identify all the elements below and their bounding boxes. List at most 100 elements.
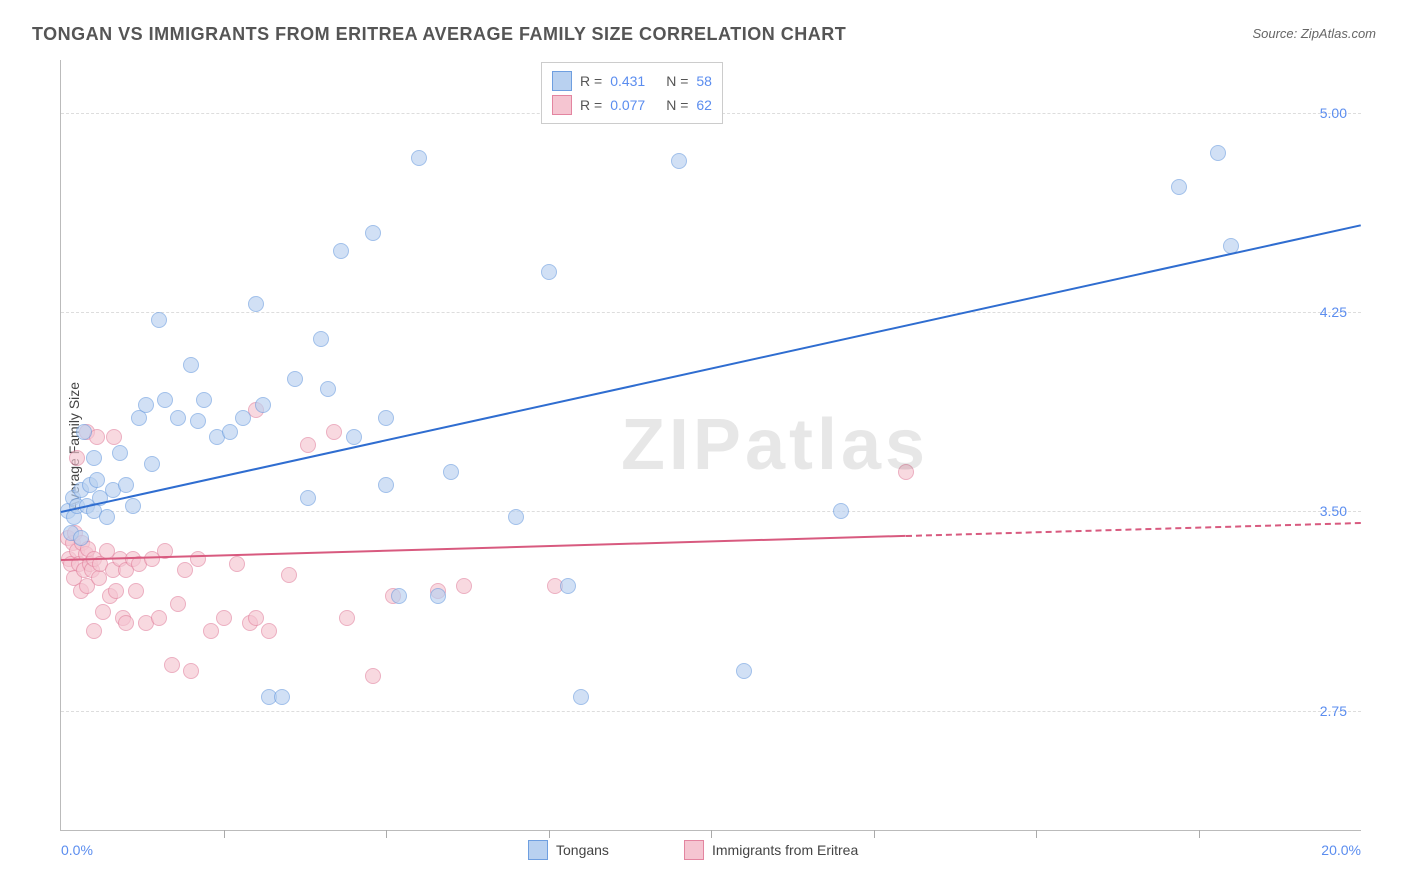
scatter-point [411,150,427,166]
r-value: 0.077 [610,97,658,113]
scatter-point [313,331,329,347]
scatter-point [164,657,180,673]
scatter-point [320,381,336,397]
legend-swatch [684,840,704,860]
x-tick [1036,830,1037,838]
stats-legend: R = 0.431 N = 58 R = 0.077 N = 62 [541,62,723,124]
regression-line [61,535,906,561]
scatter-point [365,225,381,241]
scatter-point [339,610,355,626]
stats-row: R = 0.431 N = 58 [552,69,712,93]
scatter-point [144,456,160,472]
scatter-point [128,583,144,599]
scatter-point [300,437,316,453]
scatter-point [183,663,199,679]
scatter-point [89,472,105,488]
n-value: 62 [696,97,712,113]
scatter-point [151,610,167,626]
scatter-point [138,397,154,413]
scatter-point [300,490,316,506]
scatter-point [95,604,111,620]
scatter-point [248,296,264,312]
scatter-point [736,663,752,679]
stats-row: R = 0.077 N = 62 [552,93,712,117]
scatter-point [125,498,141,514]
gridline-h [61,711,1361,712]
scatter-point [157,392,173,408]
source-label: Source: ZipAtlas.com [1252,26,1376,41]
scatter-point [365,668,381,684]
legend-label: Immigrants from Eritrea [712,842,858,858]
scatter-point [255,397,271,413]
scatter-point [391,588,407,604]
chart-plot-area: 2.753.504.255.000.0%20.0% [60,60,1361,831]
scatter-point [177,562,193,578]
x-tick [549,830,550,838]
scatter-point [229,556,245,572]
scatter-point [69,450,85,466]
scatter-point [106,429,122,445]
x-tick [224,830,225,838]
scatter-point [274,689,290,705]
scatter-point [443,464,459,480]
scatter-point [430,588,446,604]
scatter-point [170,410,186,426]
legend-swatch [552,71,572,91]
gridline-h [61,511,1361,512]
scatter-point [378,410,394,426]
legend-item: Tongans [528,840,609,860]
scatter-point [112,445,128,461]
scatter-point [898,464,914,480]
legend-swatch [552,95,572,115]
scatter-point [196,392,212,408]
scatter-point [86,623,102,639]
regression-line-dashed [906,522,1361,537]
scatter-point [108,583,124,599]
scatter-point [671,153,687,169]
scatter-point [216,610,232,626]
scatter-point [118,477,134,493]
legend-item: Immigrants from Eritrea [684,840,858,860]
scatter-point [190,413,206,429]
x-axis-max-label: 20.0% [1321,842,1361,858]
scatter-point [170,596,186,612]
scatter-point [378,477,394,493]
r-label: R = [580,73,602,89]
legend-swatch [528,840,548,860]
scatter-point [190,551,206,567]
x-axis-min-label: 0.0% [61,842,93,858]
r-value: 0.431 [610,73,658,89]
scatter-point [183,357,199,373]
scatter-point [1210,145,1226,161]
scatter-point [833,503,849,519]
x-tick [711,830,712,838]
scatter-point [541,264,557,280]
n-label: N = [666,73,688,89]
scatter-point [281,567,297,583]
gridline-h [61,312,1361,313]
scatter-point [73,530,89,546]
scatter-point [1171,179,1187,195]
scatter-point [76,424,92,440]
chart-title: TONGAN VS IMMIGRANTS FROM ERITREA AVERAG… [32,24,846,45]
n-value: 58 [696,73,712,89]
scatter-point [248,610,264,626]
y-tick-label: 5.00 [1320,105,1347,121]
y-tick-label: 4.25 [1320,304,1347,320]
scatter-point [151,312,167,328]
scatter-point [235,410,251,426]
legend-label: Tongans [556,842,609,858]
scatter-point [573,689,589,705]
n-label: N = [666,97,688,113]
x-tick [1199,830,1200,838]
scatter-point [456,578,472,594]
scatter-point [86,450,102,466]
scatter-point [118,615,134,631]
r-label: R = [580,97,602,113]
y-tick-label: 2.75 [1320,703,1347,719]
regression-line [61,225,1361,514]
x-tick [386,830,387,838]
x-tick [874,830,875,838]
scatter-point [203,623,219,639]
scatter-point [508,509,524,525]
